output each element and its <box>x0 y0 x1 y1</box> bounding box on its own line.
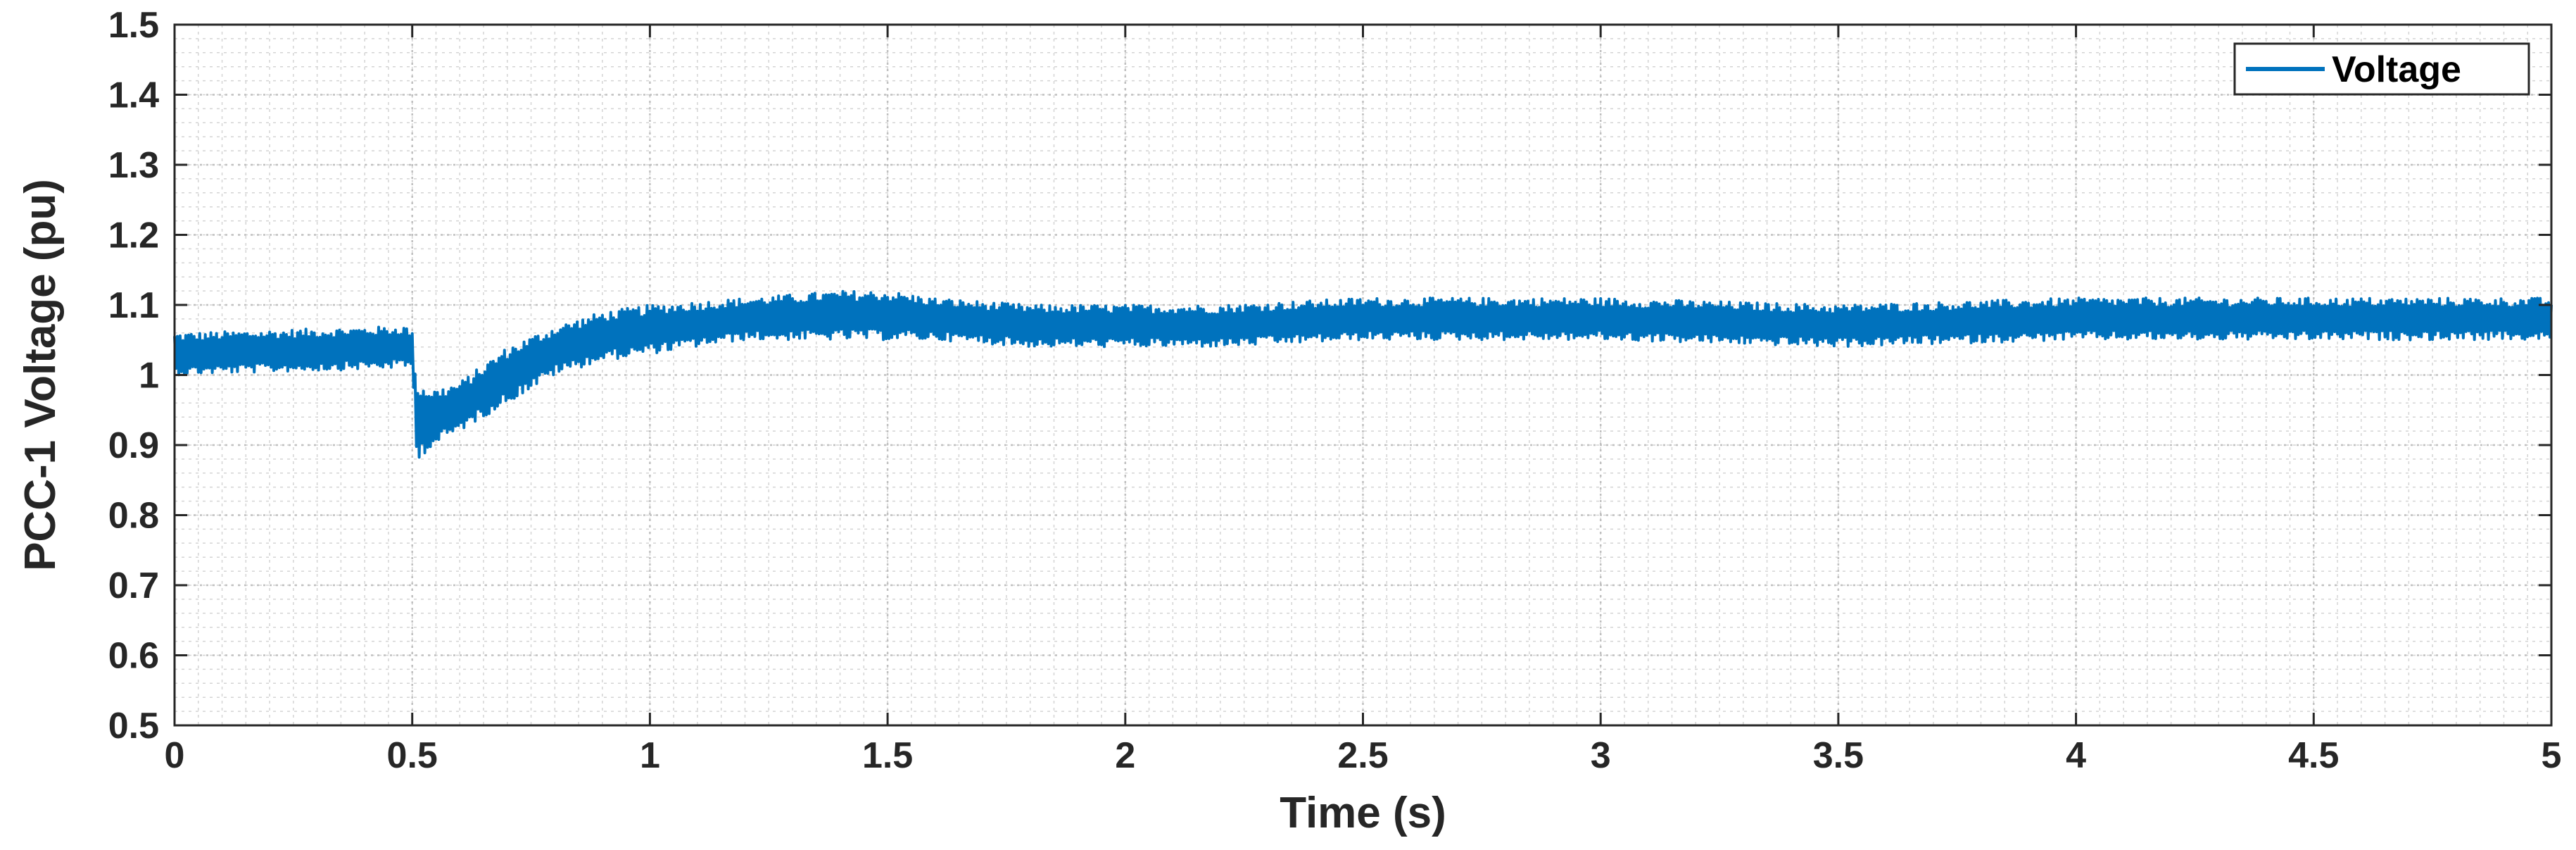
y-tick-label: 1.5 <box>108 5 159 46</box>
axis-ticks <box>173 23 2553 727</box>
x-tick-label: 4.5 <box>2288 735 2339 776</box>
x-tick-label: 1 <box>640 735 660 776</box>
x-tick-label: 2.5 <box>1337 735 1388 776</box>
y-tick-label: 1.4 <box>108 75 159 116</box>
x-tick-label: 4 <box>2066 735 2086 776</box>
y-axis-title: PCC-1 Voltage (pu) <box>16 179 65 571</box>
x-tick-labels: 0 0.5 1 1.5 2 2.5 3 3.5 4 4.5 5 <box>165 735 2562 776</box>
series-line-voltage <box>173 289 2553 459</box>
y-tick-label: 0.6 <box>108 636 159 677</box>
y-tick-label: 1.3 <box>108 145 159 186</box>
y-tick-labels: 0.5 0.6 0.7 0.8 0.9 1 1.1 1.2 1.3 1.4 1.5 <box>108 5 159 746</box>
x-tick-label: 3.5 <box>1813 735 1864 776</box>
x-tick-label: 3 <box>1591 735 1611 776</box>
x-tick-label: 5 <box>2542 735 2562 776</box>
legend: Voltage <box>2233 42 2530 96</box>
y-tick-label: 1.2 <box>108 215 159 256</box>
x-tick-label: 2 <box>1115 735 1135 776</box>
x-tick-label: 1.5 <box>862 735 913 776</box>
x-tick-label: 0.5 <box>387 735 438 776</box>
y-tick-label: 1 <box>139 356 159 396</box>
y-tick-label: 0.5 <box>108 706 159 746</box>
legend-label: Voltage <box>2332 49 2461 90</box>
series-layer <box>173 289 2553 459</box>
minor-grid <box>174 24 2552 726</box>
y-tick-label: 0.8 <box>108 496 159 537</box>
x-axis-title: Time (s) <box>1280 789 1446 837</box>
x-tick-label: 0 <box>165 735 185 776</box>
y-tick-label: 1.1 <box>108 285 159 326</box>
y-tick-label: 0.7 <box>108 565 159 606</box>
y-tick-label: 0.9 <box>108 425 159 466</box>
